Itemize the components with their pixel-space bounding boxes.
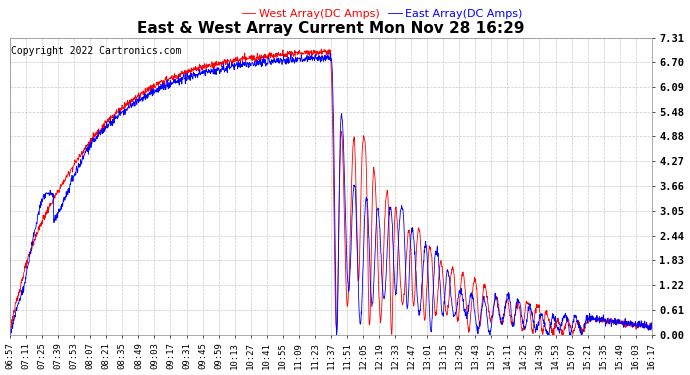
West Array(DC Amps) xyxy=(301,49,309,53)
West Array(DC Amps) xyxy=(630,322,638,327)
Line: East Array(DC Amps): East Array(DC Amps) xyxy=(10,53,652,335)
West Array(DC Amps) xyxy=(39,217,47,221)
East Array(DC Amps) xyxy=(648,325,656,329)
West Array(DC Amps) xyxy=(648,324,656,328)
East Array(DC Amps) xyxy=(326,51,334,56)
East Array(DC Amps) xyxy=(318,53,326,58)
Title: East & West Array Current Mon Nov 28 16:29: East & West Array Current Mon Nov 28 16:… xyxy=(137,21,524,36)
West Array(DC Amps) xyxy=(629,322,638,326)
East Array(DC Amps) xyxy=(629,324,638,329)
Legend: West Array(DC Amps), East Array(DC Amps): West Array(DC Amps), East Array(DC Amps) xyxy=(237,4,527,23)
Line: West Array(DC Amps): West Array(DC Amps) xyxy=(10,49,652,335)
West Array(DC Amps) xyxy=(317,47,326,51)
East Array(DC Amps) xyxy=(629,322,638,327)
East Array(DC Amps) xyxy=(301,56,309,60)
West Array(DC Amps) xyxy=(6,329,14,333)
East Array(DC Amps) xyxy=(6,333,14,337)
West Array(DC Amps) xyxy=(550,333,558,337)
West Array(DC Amps) xyxy=(511,311,520,316)
East Array(DC Amps) xyxy=(511,308,520,312)
East Array(DC Amps) xyxy=(39,198,47,202)
Text: Copyright 2022 Cartronics.com: Copyright 2022 Cartronics.com xyxy=(11,46,181,57)
West Array(DC Amps) xyxy=(318,51,326,56)
